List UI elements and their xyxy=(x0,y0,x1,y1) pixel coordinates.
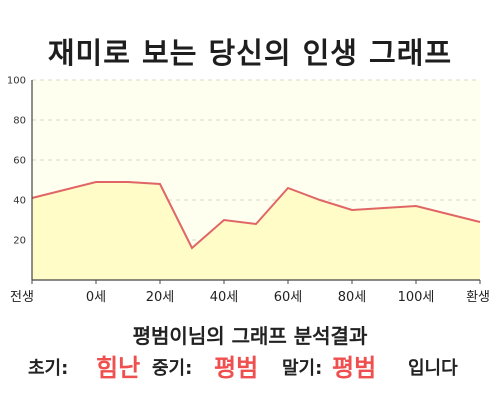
y-tick-label: 100 xyxy=(7,76,26,87)
early-stage-label: 초기: xyxy=(28,358,69,379)
x-tick-label: 60세 xyxy=(274,290,303,305)
x-tick-label: 40세 xyxy=(210,290,239,305)
x-tick-label: 전생 xyxy=(10,290,34,305)
late-stage-label: 말기: xyxy=(282,358,323,379)
y-tick-label: 20 xyxy=(13,236,26,247)
x-tick-label: 환생 xyxy=(466,290,490,305)
analysis-result-title: 평범이님의 그래프 분석결과 xyxy=(132,324,368,348)
analysis-summary: 초기: 힘난 중기: 평범 말기: 평범 입니다 xyxy=(0,348,500,382)
y-tick-label: 60 xyxy=(13,156,26,167)
x-tick-label: 0세 xyxy=(86,290,106,305)
mid-stage-value: 평범 xyxy=(214,354,259,382)
x-tick-label: 20세 xyxy=(146,290,175,305)
x-tick-label: 80세 xyxy=(338,290,367,305)
life-line xyxy=(31,181,481,250)
life-area-fill xyxy=(32,182,480,280)
life-graph-chart: 20 40 60 80 100 전생 0세 20세 40세 60세 80세 100세 환생 xyxy=(7,76,490,306)
late-stage-value: 평범 xyxy=(332,354,377,382)
mid-stage-label: 중기: xyxy=(152,358,193,379)
x-axis-ticks: 전생 0세 20세 40세 60세 80세 100세 환생 xyxy=(10,280,490,305)
page-title: 재미로 보는 당신의 인생 그래프 xyxy=(47,36,453,70)
y-axis-ticks: 20 40 60 80 100 xyxy=(7,76,26,247)
y-tick-label: 40 xyxy=(13,196,26,207)
y-tick-label: 80 xyxy=(13,116,26,127)
result-suffix: 입니다 xyxy=(408,358,458,379)
early-stage-value: 힘난 xyxy=(96,354,141,382)
x-tick-label: 100세 xyxy=(398,290,435,305)
